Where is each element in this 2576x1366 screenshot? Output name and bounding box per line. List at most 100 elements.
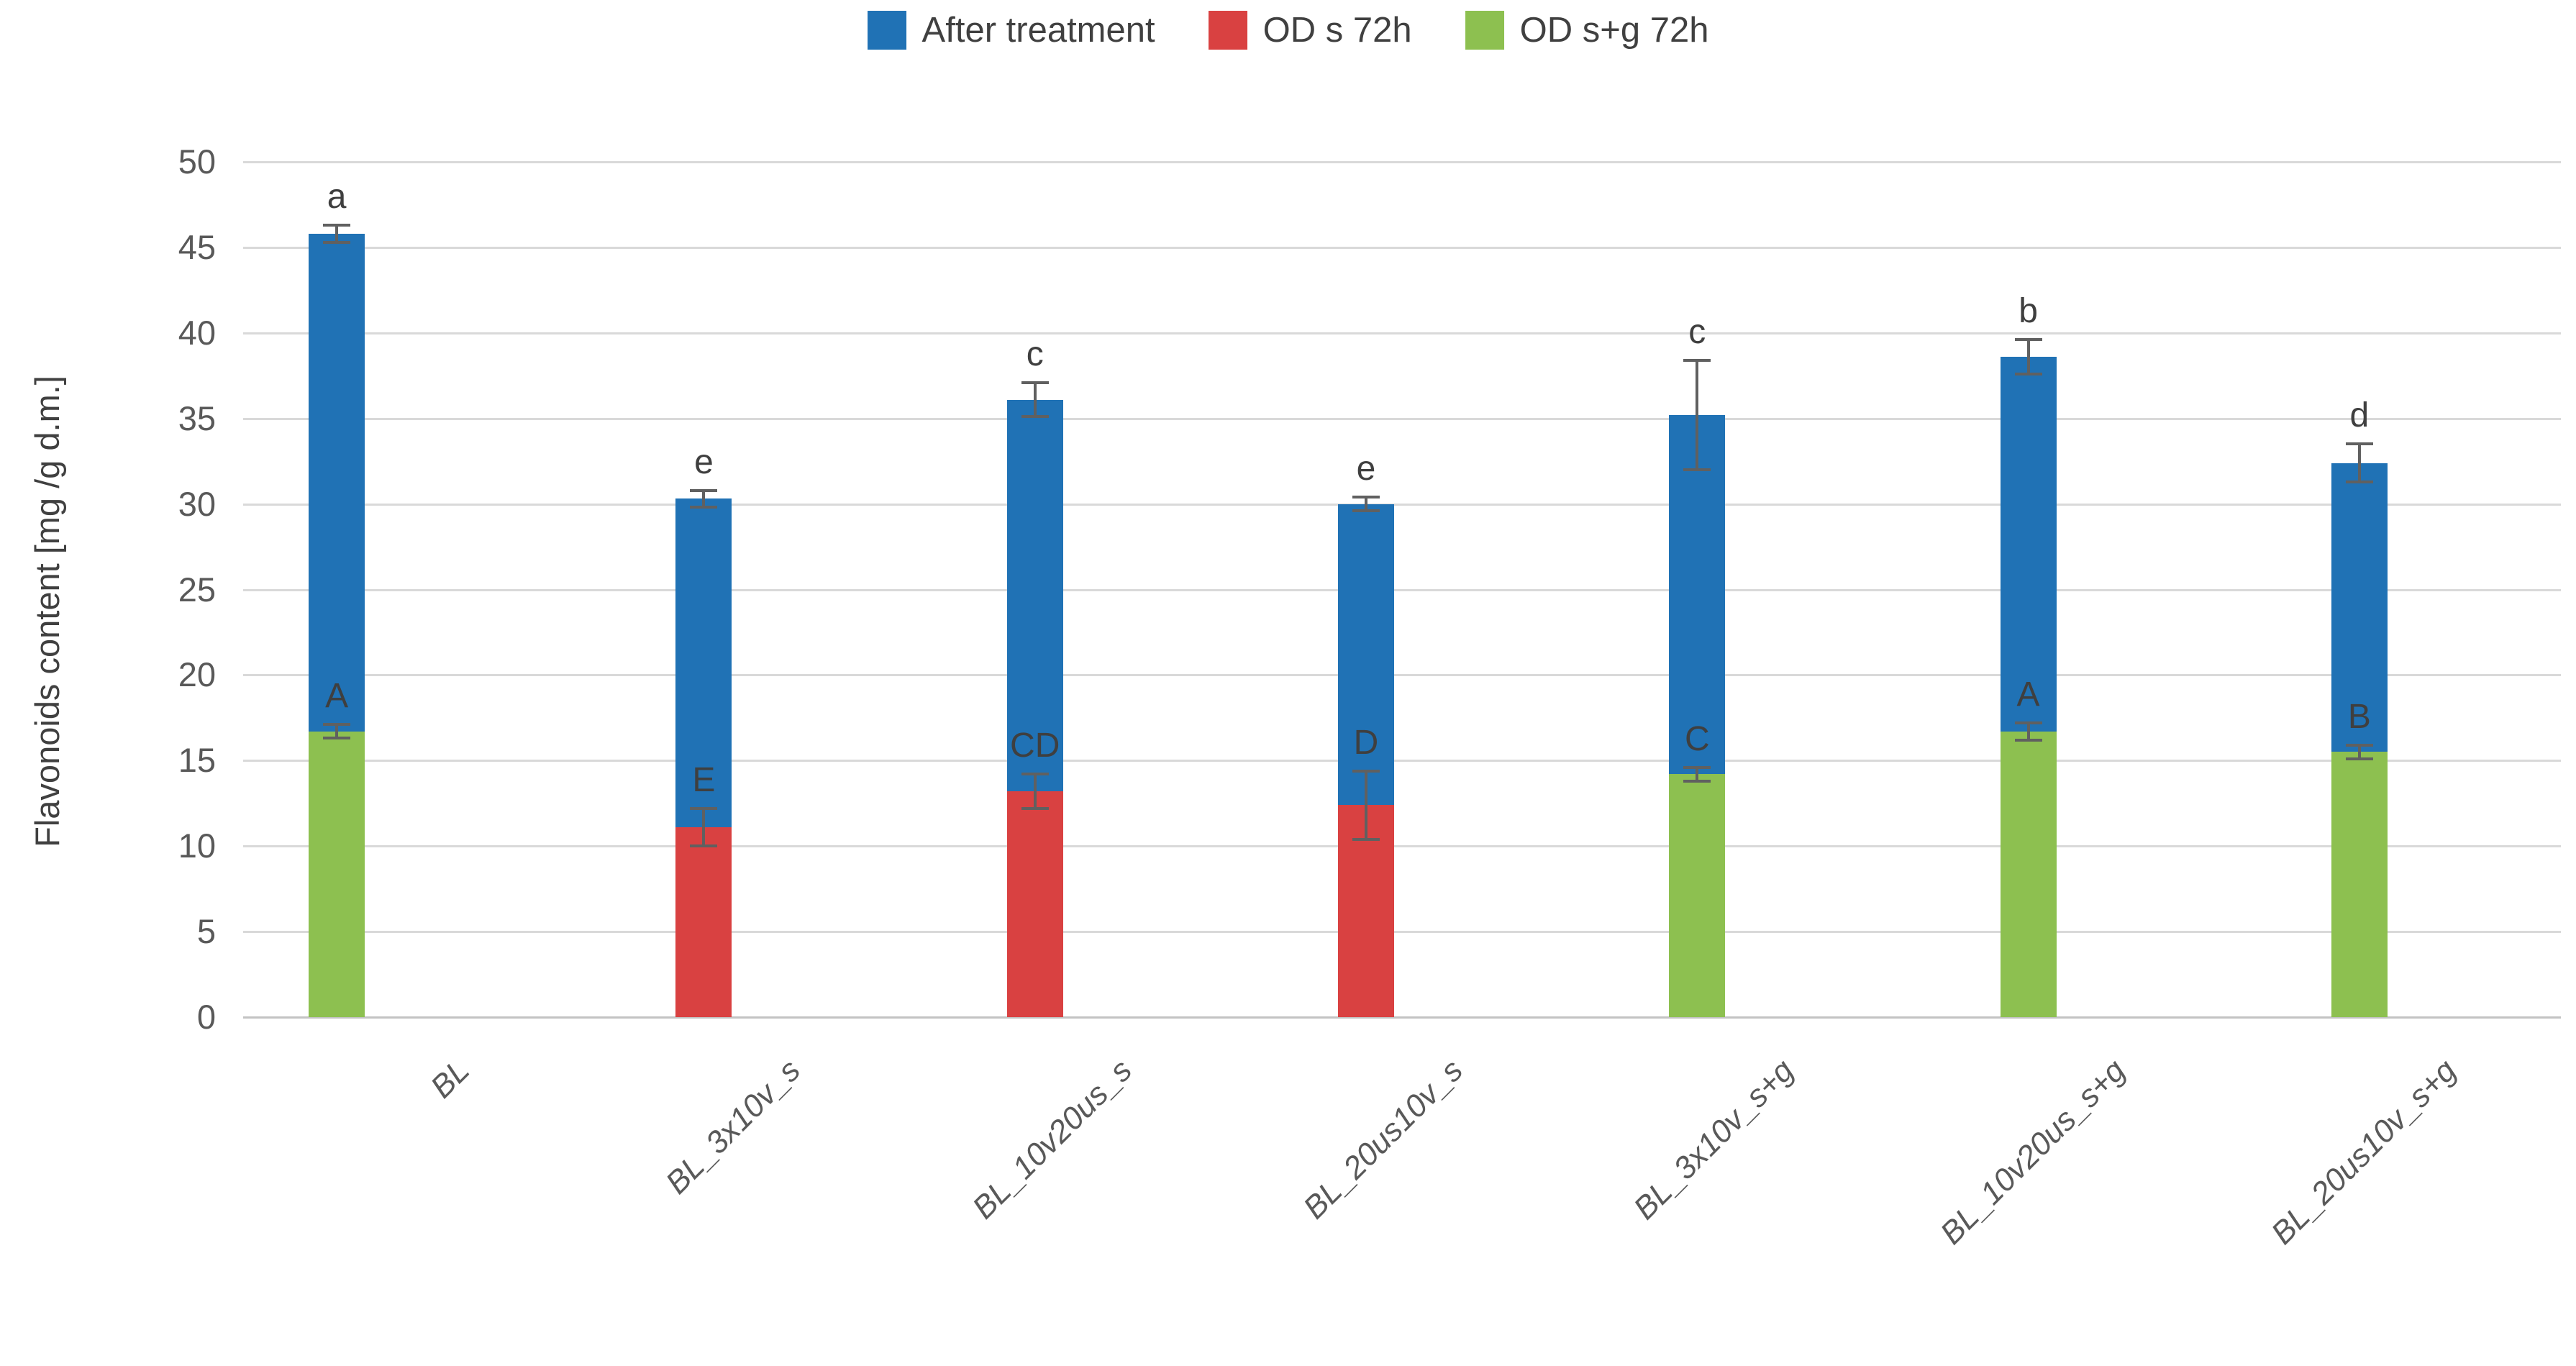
error-bar [1683,779,1711,783]
gridline-y-0 [243,1016,2561,1019]
x-axis-label-bl_3x10v_s+g: BL_3x10v_s+g [1626,1052,1801,1226]
significance-letter-cd: CD [1010,727,1060,765]
bar-od-s-g-72h-bl [309,731,365,1017]
legend-swatch-green [1465,11,1504,50]
significance-letter-d: d [2349,396,2370,435]
chart-legend: After treatment OD s 72h OD s+g 72h [867,10,1709,50]
error-bar [2357,444,2361,482]
y-tick-label-40: 40 [178,313,216,352]
error-bar [2345,743,2373,747]
x-axis-label-bl_3x10v_s: BL_3x10v_s [659,1052,808,1201]
error-bar [1352,496,1380,499]
gridline-y-20 [243,674,2561,677]
legend-item-od-s-72h: OD s 72h [1208,10,1412,50]
significance-letter-c: c [1688,312,1706,351]
error-bar [2026,722,2030,740]
significance-letter-a: a [327,177,347,216]
error-bar [1352,837,1380,841]
error-bar [1683,765,1711,769]
y-tick-label-5: 5 [196,912,216,951]
y-tick-label-45: 45 [178,227,216,266]
gridline-y-45 [243,246,2561,249]
significance-letter-d: D [1353,723,1379,762]
x-axis-label-bl_20us10v_s: BL_20us10v_s [1296,1052,1470,1226]
y-tick-label-0: 0 [196,998,216,1036]
error-bar [2014,738,2042,742]
x-axis-label-bl: BL [424,1052,477,1106]
error-bar [2014,372,2042,375]
error-bar [335,724,339,739]
y-axis-title: Flavonoids content [mg /g d.m.] [28,375,66,847]
error-bar [2357,745,2361,759]
gridline-y-50 [243,161,2561,163]
error-bar [690,844,718,848]
legend-item-after-treatment: After treatment [867,10,1155,50]
gridline-y-40 [243,332,2561,334]
error-bar [690,488,718,492]
bar-od-s-72h-bl_10v20us_s [1006,791,1063,1017]
error-bar [323,723,351,727]
significance-letter-a: A [2016,675,2040,714]
error-bar [690,506,718,509]
error-bar [1021,806,1049,810]
error-bar [2345,480,2373,483]
error-bar [323,240,351,244]
error-bar [702,808,706,847]
significance-letter-e: e [694,442,714,481]
plot-area: aEAeEcCDeDcCbAdB [243,161,2561,1019]
error-bar [1021,773,1049,776]
x-axis-label-bl_10v20us_s: BL_10v20us_s [965,1052,1139,1226]
y-tick-label-25: 25 [178,570,216,609]
legend-label: OD s+g 72h [1519,11,1709,50]
gridline-y-30 [243,503,2561,506]
y-tick-label-10: 10 [178,827,216,865]
error-bar [2345,757,2373,760]
error-bar [1365,497,1367,511]
significance-letter-a: A [325,677,349,716]
y-tick-label-20: 20 [178,655,216,694]
y-tick-label-35: 35 [178,399,216,437]
error-bar [2014,338,2042,342]
bar-od-s-g-72h-bl_20us10v_s+g [2331,752,2388,1017]
x-axis-label-bl_20us10v_s+g: BL_20us10v_s+g [2264,1052,2463,1252]
error-bar [1365,770,1367,839]
bar-od-s-g-72h-bl_10v20us_s+g [2000,731,2057,1017]
bar-od-s-g-72h-bl_3x10v_s+g [1669,774,1726,1017]
gridline-y-15 [243,760,2561,762]
significance-letter-c: c [1026,334,1044,373]
legend-swatch-red [1208,11,1247,50]
error-bar [1033,774,1037,809]
error-bar [702,490,706,508]
gridline-y-10 [243,845,2561,848]
error-bar [2014,721,2042,724]
legend-label: OD s 72h [1262,11,1412,50]
error-bar [2026,340,2030,374]
error-bar [1683,358,1711,362]
error-bar [1696,767,1699,781]
legend-label: After treatment [921,11,1155,50]
y-tick-label-15: 15 [178,741,216,780]
error-bar [323,737,351,740]
error-bar [1033,382,1037,417]
x-axis-label-bl_10v20us_s+g: BL_10v20us_s+g [1933,1052,2132,1252]
legend-item-od-sg-72h: OD s+g 72h [1465,10,1709,50]
error-bar [1021,415,1049,419]
error-bar [323,223,351,227]
error-bar [1021,381,1049,384]
significance-letter-e: E [692,760,716,799]
error-bar [1696,360,1699,470]
gridline-y-35 [243,417,2561,420]
significance-letter-b: B [2347,697,2371,736]
legend-swatch-blue [867,11,906,50]
error-bar [690,806,718,810]
error-bar [335,224,339,242]
y-tick-label-50: 50 [178,142,216,181]
significance-letter-c: C [1684,719,1710,758]
bar-od-s-72h-bl_3x10v_s [675,827,732,1017]
significance-letter-b: b [2019,292,2038,331]
error-bar [1683,468,1711,472]
y-tick-label-30: 30 [178,484,216,523]
gridline-y-25 [243,588,2561,591]
significance-letter-e: e [1356,450,1376,488]
